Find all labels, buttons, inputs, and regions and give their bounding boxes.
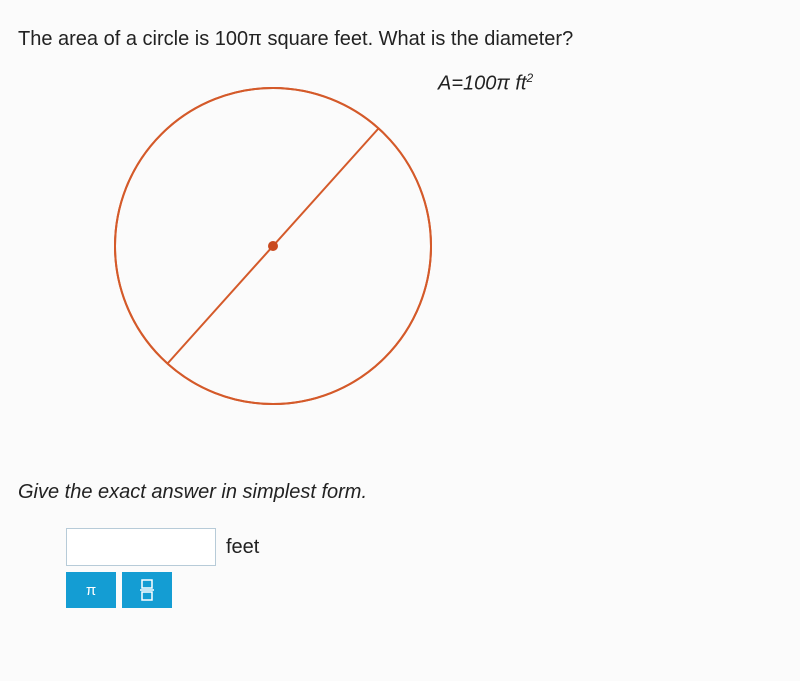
fraction-button[interactable]	[122, 572, 172, 608]
question-text: The area of a circle is 100π square feet…	[18, 28, 782, 51]
question-prefix: The area of a circle is 100	[18, 28, 248, 50]
circle-svg	[108, 81, 438, 411]
center-dot	[268, 241, 278, 251]
area-eq: =100	[451, 73, 496, 95]
area-exponent: 2	[526, 71, 533, 85]
symbol-buttons: π	[66, 572, 782, 608]
circle-diagram	[108, 81, 438, 416]
pi-button[interactable]: π	[66, 572, 116, 608]
answer-input[interactable]	[66, 528, 216, 566]
pi-button-label: π	[86, 582, 96, 599]
answer-unit: feet	[226, 536, 259, 559]
area-pi: π	[496, 73, 509, 95]
question-suffix: square feet. What is the diameter?	[262, 28, 573, 50]
answer-row: feet	[66, 528, 782, 566]
instruction-text: Give the exact answer in simplest form.	[18, 481, 782, 504]
answer-area: feet π	[66, 528, 782, 608]
pi-symbol: π	[248, 28, 262, 50]
area-A: A	[438, 73, 451, 95]
area-label: A=100π ft2	[438, 71, 533, 96]
area-unit: ft	[510, 73, 527, 95]
fraction-icon	[138, 578, 156, 602]
diagram-area: A=100π ft2	[18, 71, 782, 451]
